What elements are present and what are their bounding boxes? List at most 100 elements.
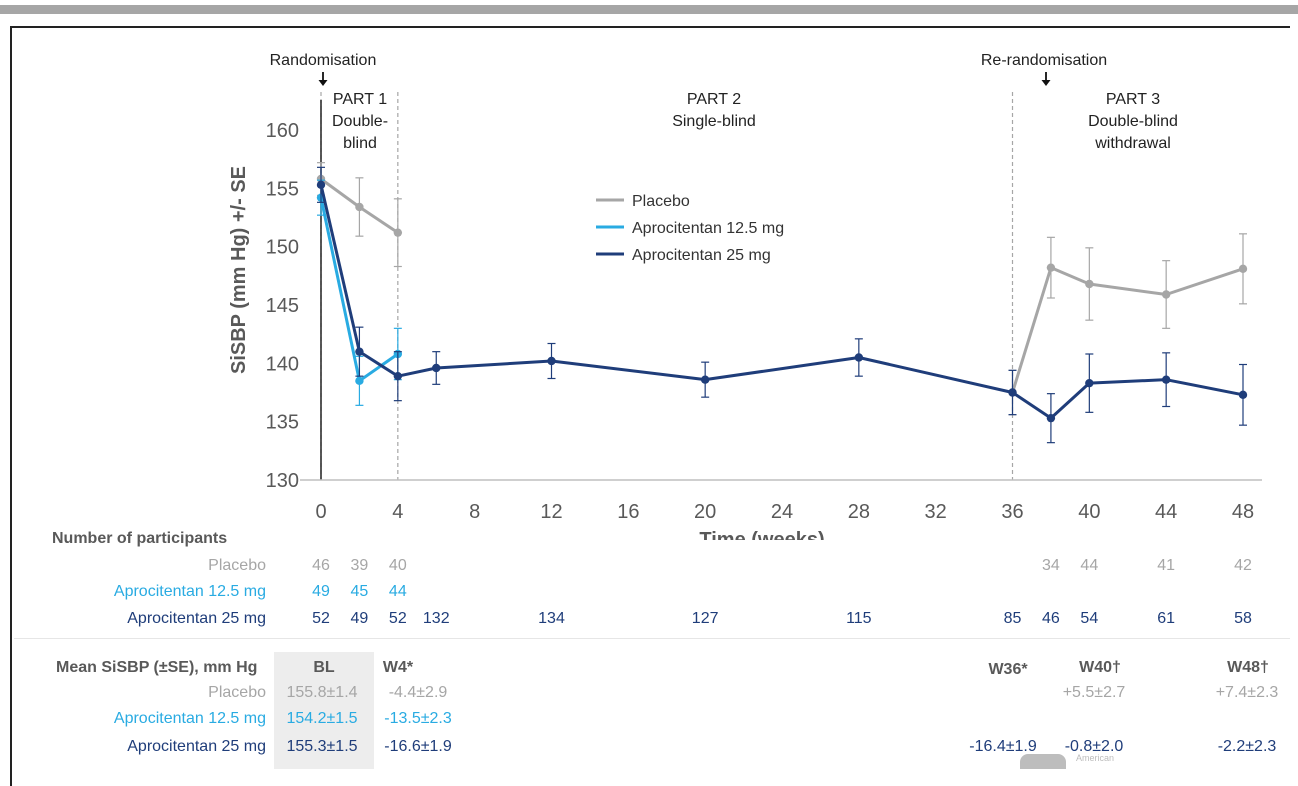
- x-tick-label: 32: [925, 501, 947, 523]
- annotation-label: Re-randomisation: [981, 52, 1107, 69]
- data-point: [393, 371, 403, 381]
- mean-value-w48: +7.4±2.3: [1215, 684, 1279, 701]
- mean-row-label: Placebo: [208, 684, 266, 701]
- mean-value-w36: -16.4±1.9: [969, 738, 1037, 755]
- phase-label: Double-blind: [1088, 113, 1178, 130]
- participants-count: 39: [350, 557, 369, 574]
- mean-value-w40: +5.5±2.7: [1062, 684, 1126, 701]
- participants-count: 58: [1234, 610, 1252, 627]
- phase-label: withdrawal: [1094, 135, 1171, 152]
- x-tick-label: 4: [392, 501, 403, 523]
- header-w4: W4*: [382, 659, 414, 676]
- publisher-logo: [1020, 754, 1066, 769]
- participants-count: 46: [312, 557, 330, 574]
- participants-count: 52: [388, 610, 407, 627]
- data-point: [393, 228, 403, 237]
- legend-label: Aprocitentan 25 mg: [632, 247, 771, 264]
- annotation-arrow-head: [318, 80, 328, 86]
- mean-value-bl: 155.3±1.5: [286, 738, 358, 755]
- header-w48: W48†: [1227, 659, 1269, 676]
- header-w40: W40†: [1079, 659, 1121, 676]
- data-point: [316, 180, 326, 190]
- legend-box: [588, 182, 834, 268]
- participants-count: 85: [1003, 610, 1022, 627]
- y-tick-label: 140: [266, 353, 299, 375]
- participants-row-label: Aprocitentan 12.5 mg: [113, 583, 266, 600]
- participants-row-label: Aprocitentan 25 mg: [127, 610, 266, 627]
- data-point: [1046, 413, 1056, 423]
- data-point: [1238, 390, 1248, 400]
- participants-count: 34: [1042, 557, 1060, 574]
- data-point: [1085, 279, 1094, 289]
- participants-count: 61: [1157, 610, 1176, 627]
- top-border-bar: [0, 5, 1298, 14]
- x-tick-label: 24: [771, 501, 793, 523]
- x-tick-label: 28: [848, 501, 870, 523]
- header-bl: BL: [313, 659, 335, 676]
- legend-label: Placebo: [632, 193, 690, 210]
- y-tick-label: 160: [266, 120, 299, 142]
- data-point: [1085, 378, 1094, 388]
- table-separator: [14, 638, 1290, 639]
- legend-label: Aprocitentan 12.5 mg: [632, 220, 784, 237]
- x-tick-label: 16: [617, 501, 639, 523]
- participants-count: 49: [350, 610, 369, 627]
- participants-row-label: Placebo: [208, 557, 266, 574]
- data-point: [1046, 263, 1056, 272]
- figure-frame: [10, 26, 1290, 786]
- phase-label: PART 2: [687, 91, 741, 108]
- y-tick-label: 135: [266, 412, 299, 434]
- phase-label: PART 1: [333, 91, 387, 108]
- participants-title: Number of participants: [52, 530, 228, 547]
- mean-value-w4: -4.4±2.9: [388, 684, 448, 701]
- mean-value-w4: -13.5±2.3: [384, 710, 452, 727]
- annotation-arrow-head: [1041, 80, 1051, 86]
- participants-count: 46: [1042, 610, 1060, 627]
- x-tick-label: 0: [315, 501, 326, 523]
- participants-count: 54: [1080, 610, 1099, 627]
- data-point: [1008, 388, 1017, 397]
- publisher-watermark: American: [1020, 752, 1220, 769]
- data-point: [355, 202, 364, 212]
- data-point: [1161, 375, 1171, 384]
- annotation-label: Randomisation: [270, 52, 377, 69]
- x-axis-label: Time (weeks): [699, 529, 824, 540]
- participants-count: 45: [350, 583, 369, 600]
- participants-count: 44: [1080, 557, 1099, 574]
- participants-count: 115: [846, 610, 872, 627]
- x-tick-label: 20: [694, 501, 716, 523]
- participants-count: 40: [388, 557, 407, 574]
- data-point: [854, 353, 864, 362]
- x-tick-label: 48: [1232, 501, 1254, 523]
- y-tick-label: 145: [266, 295, 299, 317]
- series-line: [1011, 266, 1244, 393]
- phase-label: Double-: [332, 113, 388, 130]
- data-point: [432, 363, 441, 373]
- mean-row-label: Aprocitentan 25 mg: [127, 738, 266, 755]
- x-tick-label: 44: [1155, 501, 1177, 523]
- participants-count: 134: [538, 610, 565, 627]
- phase-label: Single-blind: [672, 113, 756, 130]
- data-point: [1238, 264, 1248, 274]
- phase-label: blind: [343, 135, 377, 152]
- baseline-column-shading: [274, 652, 374, 769]
- participants-count: 132: [422, 610, 450, 627]
- series-line: [319, 184, 1244, 420]
- participants-count: 44: [388, 583, 407, 600]
- header-w36: W36*: [988, 661, 1028, 678]
- x-tick-label: 12: [540, 501, 562, 523]
- mean-value-bl: 154.2±1.5: [286, 710, 358, 727]
- data-point: [355, 347, 364, 356]
- participants-count: 52: [312, 610, 330, 627]
- watermark-text: American: [1076, 753, 1115, 763]
- phase-label: PART 3: [1106, 91, 1160, 108]
- mean-value-w4: -16.6±1.9: [384, 738, 452, 755]
- data-point: [1161, 290, 1171, 299]
- mean-value-bl: 155.8±1.4: [286, 684, 358, 701]
- participants-count: 42: [1234, 557, 1252, 574]
- data-point: [700, 375, 710, 384]
- mean-value-w48: -2.2±2.3: [1217, 738, 1277, 755]
- data-point: [355, 376, 364, 386]
- y-axis-label: SiSBP (mm Hg) +/- SE: [228, 166, 250, 374]
